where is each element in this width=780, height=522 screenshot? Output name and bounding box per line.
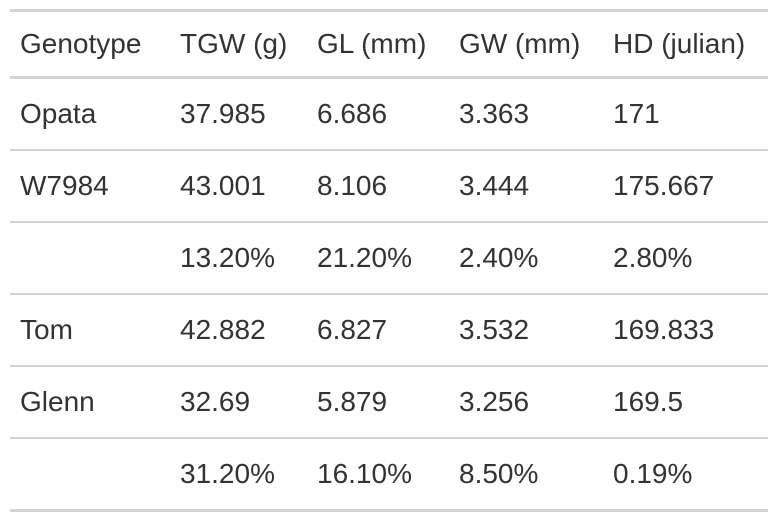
genotype-traits-table: Genotype TGW (g) GL (mm) GW (mm) HD (jul… xyxy=(10,9,768,512)
header-gl: GL (mm) xyxy=(317,28,427,59)
cell-genotype: W7984 xyxy=(20,170,109,201)
cell-gw: 3.532 xyxy=(459,314,530,345)
cell-hd: 171 xyxy=(613,98,660,129)
cell-gl: 6.827 xyxy=(317,314,388,345)
cell-tgw: 37.985 xyxy=(180,98,266,129)
cell-tgw: 32.69 xyxy=(180,386,251,417)
header-genotype: Genotype xyxy=(20,28,142,59)
cell-gl: 5.879 xyxy=(317,386,388,417)
table-row: Opata 37.985 6.686 3.363 171 xyxy=(10,78,768,150)
table-row: 31.20% 16.10% 8.50% 0.19% xyxy=(10,438,768,511)
cell-gw: 2.40% xyxy=(459,242,539,273)
header-tgw: TGW (g) xyxy=(180,28,288,59)
header-hd: HD (julian) xyxy=(613,28,746,59)
cell-genotype xyxy=(10,222,170,294)
header-gw: GW (mm) xyxy=(459,28,581,59)
table-header: Genotype TGW (g) GL (mm) GW (mm) HD (jul… xyxy=(10,10,768,78)
table-body: Opata 37.985 6.686 3.363 171 W7984 43.00… xyxy=(10,78,768,511)
cell-gl: 16.10% xyxy=(317,458,412,489)
cell-genotype: Opata xyxy=(20,98,97,129)
header-row: Genotype TGW (g) GL (mm) GW (mm) HD (jul… xyxy=(10,10,768,78)
cell-gw: 3.363 xyxy=(459,98,530,129)
cell-hd: 0.19% xyxy=(613,458,693,489)
cell-gw: 3.256 xyxy=(459,386,530,417)
cell-gl: 6.686 xyxy=(317,98,388,129)
data-table-container: Genotype TGW (g) GL (mm) GW (mm) HD (jul… xyxy=(10,9,768,512)
cell-hd: 169.833 xyxy=(613,314,715,345)
cell-tgw: 42.882 xyxy=(180,314,266,345)
table-row: 13.20% 21.20% 2.40% 2.80% xyxy=(10,222,768,294)
cell-genotype: Glenn xyxy=(20,386,95,417)
cell-hd: 169.5 xyxy=(613,386,684,417)
cell-hd: 175.667 xyxy=(613,170,715,201)
cell-hd: 2.80% xyxy=(613,242,693,273)
cell-tgw: 13.20% xyxy=(180,242,275,273)
cell-gl: 8.106 xyxy=(317,170,388,201)
cell-gw: 8.50% xyxy=(459,458,539,489)
cell-genotype: Tom xyxy=(20,314,73,345)
cell-gl: 21.20% xyxy=(317,242,412,273)
table-row: Glenn 32.69 5.879 3.256 169.5 xyxy=(10,366,768,438)
cell-gw: 3.444 xyxy=(459,170,530,201)
table-row: W7984 43.001 8.106 3.444 175.667 xyxy=(10,150,768,222)
cell-tgw: 43.001 xyxy=(180,170,266,201)
table-row: Tom 42.882 6.827 3.532 169.833 xyxy=(10,294,768,366)
cell-tgw: 31.20% xyxy=(180,458,275,489)
cell-genotype xyxy=(10,438,170,511)
